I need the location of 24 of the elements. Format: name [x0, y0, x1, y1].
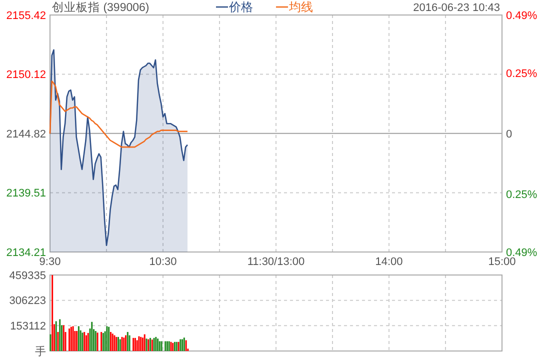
x-tick-label: 11:30/13:00 — [247, 256, 305, 268]
x-tick-label: 15:00 — [488, 256, 516, 268]
legend-label: 价格 — [228, 0, 253, 14]
y-tick-label: 153112 — [10, 320, 46, 333]
y-tick-label: 2134.21 — [6, 246, 46, 259]
x-tick-label: 10:30 — [149, 256, 177, 268]
y-tick-label: 459335 — [9, 270, 46, 282]
legend-label: 均线 — [288, 0, 313, 14]
y2-tick-label: 0.25% — [506, 188, 538, 201]
y2-tick-label: 0.25% — [506, 68, 538, 80]
chart-title: 创业板指 (399006) — [52, 1, 150, 14]
y-tick-label: 2144.82 — [6, 128, 46, 140]
y-tick-label: 2139.51 — [6, 188, 46, 200]
y2-tick-label: 0 — [506, 128, 512, 140]
y2-tick-label: 0.49% — [506, 10, 538, 22]
y-tick-label: 2150.12 — [6, 69, 46, 82]
x-tick-label: 9:30 — [39, 256, 61, 268]
y2-tick-label: 0.49% — [506, 246, 538, 259]
line-series — [49, 80, 188, 148]
x-tick-label: 14:00 — [375, 256, 403, 268]
y-tick-label: 2155.42 — [6, 10, 46, 22]
y-tick-label: 306223 — [9, 295, 46, 308]
y-tick-label: 手 — [35, 344, 46, 358]
chart-subtitle: 2016-06-23 10:43 — [413, 2, 500, 14]
